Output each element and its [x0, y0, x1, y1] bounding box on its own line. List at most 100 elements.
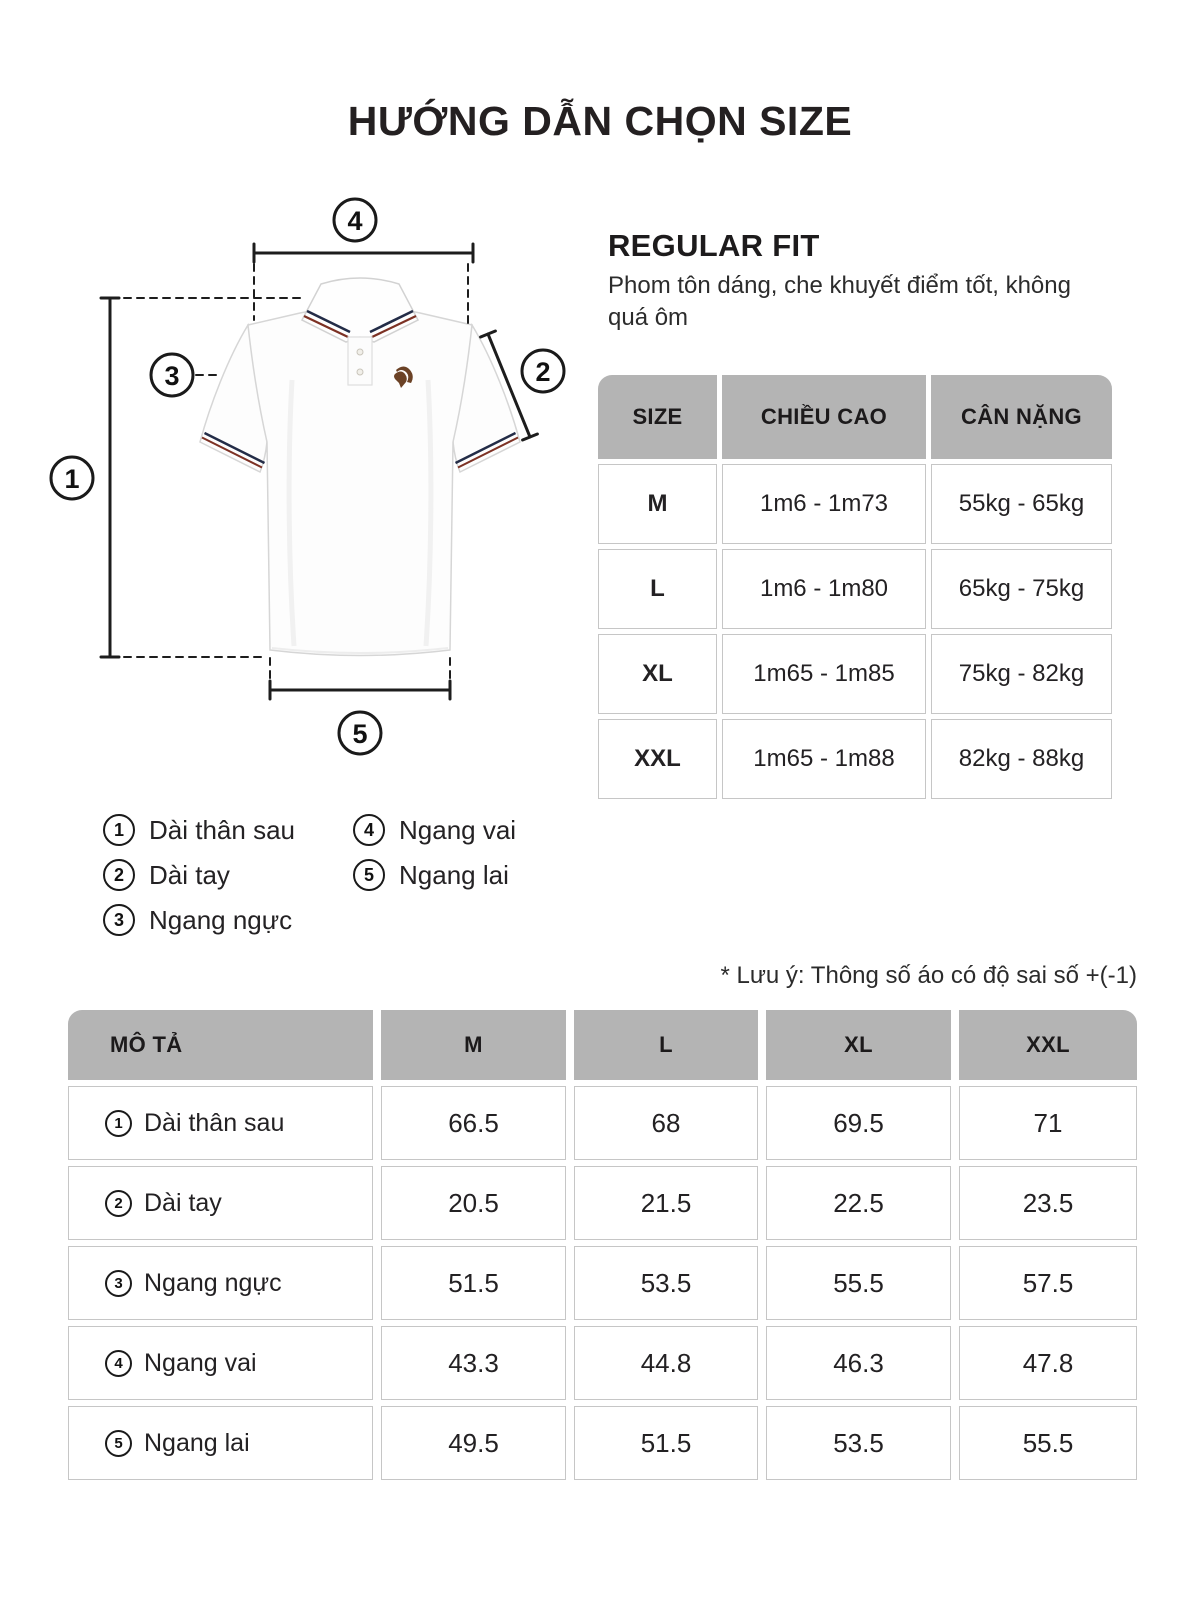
legend-label: Ngang vai [399, 814, 517, 845]
row-num-3-icon: 3 [105, 1269, 132, 1297]
legend-num-2-icon: 2 [103, 859, 135, 891]
callout-5-number: 5 [352, 719, 367, 749]
measure-value-cell: 55.5 [766, 1246, 951, 1320]
tolerance-note: * Lưu ý: Thông số áo có độ sai số +(-1) [720, 962, 1137, 989]
brand-logo-icon [394, 366, 413, 388]
measure-table-header: M [381, 1010, 566, 1080]
polo-measurement-diagram: 1 2 3 4 5 [40, 180, 600, 760]
measure-value-cell: 47.8 [959, 1326, 1137, 1400]
legend-num-1-icon: 1 [103, 814, 135, 846]
measure-value-cell: 20.5 [381, 1166, 566, 1240]
row-num-5-icon: 5 [105, 1429, 132, 1457]
placket [347, 336, 373, 386]
size-table-value-cell: 82kg - 88kg [931, 719, 1112, 799]
legend-num-5-icon: 5 [353, 859, 385, 891]
size-table-value-cell: 1m6 - 1m80 [722, 549, 926, 629]
callout-1-number: 1 [64, 464, 79, 494]
measure-value-cell: 44.8 [574, 1326, 758, 1400]
measure-table-header: XL [766, 1010, 951, 1080]
legend-label: Ngang ngực [149, 904, 293, 935]
size-table-size-cell: L [598, 549, 717, 629]
measure-value-cell: 53.5 [574, 1246, 758, 1320]
measure-row-label: 5 Ngang lai [68, 1406, 373, 1480]
cuff-tipping-navy [203, 431, 266, 465]
legend-num-3-icon: 3 [103, 904, 135, 936]
page-title: HƯỚNG DẪN CHỌN SIZE [347, 98, 853, 144]
measure-value-cell: 22.5 [766, 1166, 951, 1240]
measurement-legend: 1 Dài thân sau 2 Dài tay 3 Ngang ngực 4 Ngang v… [103, 814, 703, 954]
legend-item: 4 Ngang vai [353, 814, 516, 846]
measure-table-header: XXL [959, 1010, 1137, 1080]
size-table-header: CÂN NẶNG [931, 375, 1112, 459]
measure-value-cell: 71 [959, 1086, 1137, 1160]
measure-value-cell: 53.5 [766, 1406, 951, 1480]
legend-num-4-icon: 4 [353, 814, 385, 846]
size-table-value-cell: 1m65 - 1m85 [722, 634, 926, 714]
polo-shirt-illustration: 1 2 3 4 5 [49, 197, 566, 756]
measure-row-label: 4 Ngang vai [68, 1326, 373, 1400]
fabric-fold [423, 379, 434, 647]
row-num-2-icon: 2 [105, 1189, 132, 1217]
measurement-lines [99, 242, 539, 701]
measure-table-header: L [574, 1010, 758, 1080]
measure-row-label: 3 Ngang ngực [68, 1246, 373, 1320]
measure-value-cell: 49.5 [381, 1406, 566, 1480]
row-num-4-icon: 4 [105, 1349, 132, 1377]
legend-label: Ngang lai [399, 859, 509, 890]
measure-value-cell: 57.5 [959, 1246, 1137, 1320]
callout-2-number: 2 [535, 357, 550, 387]
measure-row-name: Ngang vai [144, 1348, 257, 1377]
measure-value-cell: 23.5 [959, 1166, 1137, 1240]
collar-tipping-navy [369, 309, 414, 334]
height-weight-size-table: SIZE CHIỀU CAO CÂN NẶNG M 1m6 - 1m73 55kg - 6… [598, 375, 1112, 799]
collar-tipping-navy [306, 309, 351, 334]
button [356, 348, 364, 356]
measure-value-cell: 21.5 [574, 1166, 758, 1240]
measure-row-name: Ngang ngực [144, 1268, 282, 1297]
cuff-tipping-navy [454, 431, 517, 465]
size-table-value-cell: 65kg - 75kg [931, 549, 1112, 629]
callout-3-number: 3 [164, 361, 179, 391]
callout-5-icon [337, 710, 383, 756]
size-table-value-cell: 55kg - 65kg [931, 464, 1112, 544]
callout-4-number: 4 [347, 206, 362, 236]
legend-item: 2 Dài tay [103, 859, 230, 891]
cuff-tipping-red [457, 436, 519, 469]
legend-item: 5 Ngang lai [353, 859, 509, 891]
measure-row-name: Dài thân sau [144, 1108, 285, 1137]
size-table-value-cell: 1m6 - 1m73 [722, 464, 926, 544]
measure-value-cell: 55.5 [959, 1406, 1137, 1480]
size-table-value-cell: 75kg - 82kg [931, 634, 1112, 714]
measure-value-cell: 46.3 [766, 1326, 951, 1400]
size-table-value-cell: 1m65 - 1m88 [722, 719, 926, 799]
legend-item: 3 Ngang ngực [103, 904, 292, 936]
measure-value-cell: 69.5 [766, 1086, 951, 1160]
measure-value-cell: 51.5 [574, 1406, 758, 1480]
legend-label: Dài tay [149, 859, 230, 890]
cuff-tipping-red [201, 436, 263, 469]
callout-1-icon [49, 455, 95, 501]
measure-value-cell: 68 [574, 1086, 758, 1160]
measure-row-label: 1 Dài thân sau [68, 1086, 373, 1160]
measure-row-label: 2 Dài tay [68, 1166, 373, 1240]
measure-table-header: MÔ TẢ [68, 1010, 373, 1080]
collar-tipping-red [303, 315, 349, 338]
size-table-header: CHIỀU CAO [722, 375, 926, 459]
fit-description: Phom tôn dáng, che khuyết điểm tốt, khôn… [608, 272, 1071, 331]
measure-row-name: Dài tay [144, 1188, 222, 1217]
detailed-measurement-table: MÔ TẢ M L XL XXL 1 Dài thân sau 66.5 68 69.5 71 2 Dà… [68, 1010, 1137, 1480]
callout-4-icon [332, 197, 378, 243]
collar-tipping-red [371, 315, 417, 338]
measure-value-cell: 43.3 [381, 1326, 566, 1400]
hem-seam [271, 647, 449, 654]
measure-value-cell: 66.5 [381, 1086, 566, 1160]
measure-row-name: Ngang lai [144, 1428, 250, 1457]
measure-value-cell: 51.5 [381, 1246, 566, 1320]
callout-3-icon [149, 352, 195, 398]
row-num-1-icon: 1 [105, 1109, 132, 1137]
button [356, 368, 364, 376]
legend-label: Dài thân sau [149, 814, 295, 845]
callout-2-icon [520, 348, 566, 394]
size-table-size-cell: XXL [598, 719, 717, 799]
size-table-size-cell: XL [598, 634, 717, 714]
